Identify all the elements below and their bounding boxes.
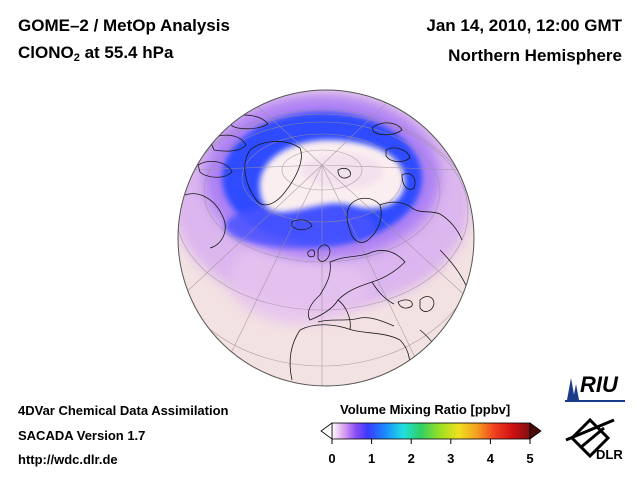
footer-line-2: SACADA Version 1.7 bbox=[18, 428, 146, 443]
title-line-1: GOME–2 / MetOp Analysis bbox=[18, 16, 230, 35]
colorbar-tick: 5 bbox=[526, 451, 534, 466]
colorbar-tick: 4 bbox=[486, 451, 495, 466]
date-label: Jan 14, 2010, 12:00 GMT bbox=[426, 16, 622, 35]
species-name: ClONO bbox=[18, 43, 74, 62]
pressure-level: at 55.4 hPa bbox=[79, 43, 174, 62]
hemisphere-label: Northern Hemisphere bbox=[448, 46, 622, 65]
colorbar bbox=[320, 422, 542, 444]
riu-logo-text: RIU bbox=[580, 372, 618, 397]
title-line-2: ClONO2 at 55.4 hPa bbox=[18, 43, 173, 64]
graticule bbox=[178, 90, 474, 386]
footer-line-1: 4DVar Chemical Data Assimilation bbox=[18, 403, 229, 418]
riu-logo-icon bbox=[565, 378, 625, 402]
colorbar-tick: 3 bbox=[447, 451, 455, 466]
dlr-logo-icon bbox=[565, 417, 615, 459]
colorbar-tick: 1 bbox=[367, 451, 376, 466]
globe bbox=[178, 90, 474, 386]
species-subscript: 2 bbox=[73, 52, 80, 64]
footer-url[interactable]: http://wdc.dlr.de bbox=[18, 452, 118, 467]
colorbar-tick: 2 bbox=[407, 451, 415, 466]
colorbar-title: Volume Mixing Ratio [ppbv] bbox=[340, 402, 511, 417]
colorbar-tick: 0 bbox=[328, 451, 336, 466]
dlr-logo-text: DLR bbox=[596, 447, 623, 462]
globe-outline bbox=[177, 89, 475, 387]
